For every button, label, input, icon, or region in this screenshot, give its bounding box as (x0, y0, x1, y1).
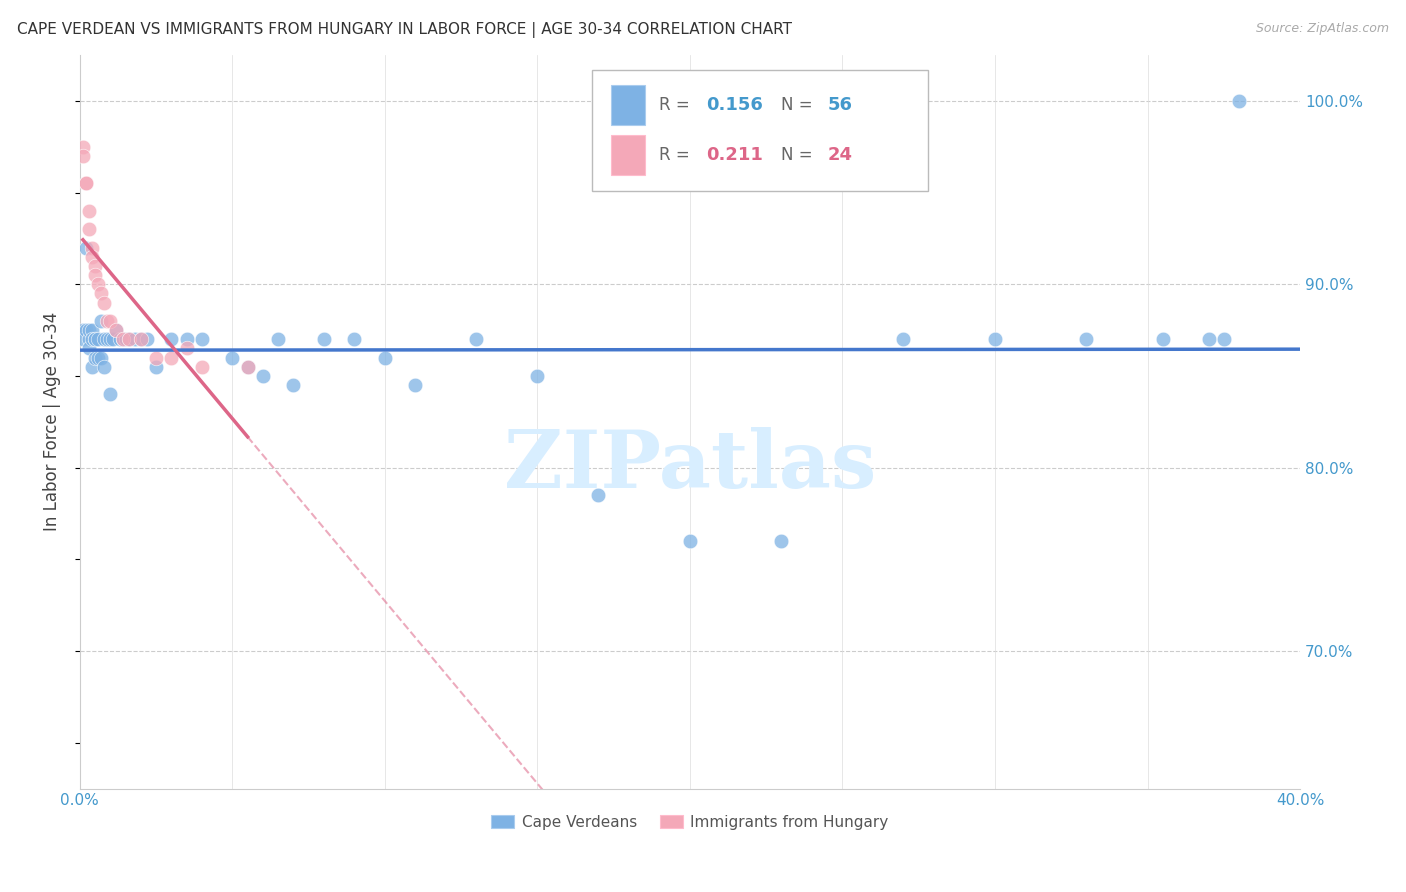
Point (103, 332, 125, 346)
Text: ZIPatlas: ZIPatlas (503, 427, 876, 505)
Legend: Cape Verdeans, Immigrants from Hungary: Cape Verdeans, Immigrants from Hungary (485, 809, 894, 836)
Point (100, 314, 122, 328)
Point (145, 351, 167, 365)
Point (80, 241, 103, 255)
Point (105, 323, 128, 337)
FancyBboxPatch shape (592, 70, 928, 191)
Point (1227, 94, 1250, 108)
Point (111, 332, 134, 346)
Point (77, 323, 100, 337)
Point (526, 369, 548, 384)
Text: R =: R = (659, 96, 696, 114)
Point (136, 332, 159, 346)
Point (87, 277, 110, 292)
Point (191, 332, 214, 346)
Point (84, 351, 107, 365)
Point (221, 351, 243, 365)
Bar (610, 136, 645, 176)
Point (100, 387, 122, 401)
Bar (610, 85, 645, 126)
Point (84, 332, 107, 346)
Point (465, 332, 488, 346)
Point (236, 359, 259, 374)
Point (404, 378, 426, 392)
Point (72, 332, 94, 346)
Text: N =: N = (782, 146, 818, 164)
Point (1212, 332, 1234, 346)
Point (100, 332, 122, 346)
Point (343, 332, 366, 346)
Text: R =: R = (659, 146, 696, 164)
Text: 24: 24 (828, 146, 853, 164)
Point (124, 332, 146, 346)
Point (84, 332, 107, 346)
Text: CAPE VERDEAN VS IMMIGRANTS FROM HUNGARY IN LABOR FORCE | AGE 30-34 CORRELATION C: CAPE VERDEAN VS IMMIGRANTS FROM HUNGARY … (17, 22, 792, 38)
Point (90, 351, 112, 365)
Point (84, 268, 107, 282)
Point (588, 488, 610, 502)
Point (176, 332, 198, 346)
Point (93, 332, 115, 346)
Text: Source: ZipAtlas.com: Source: ZipAtlas.com (1256, 22, 1389, 36)
Point (80, 250, 103, 264)
Point (252, 369, 274, 384)
Point (111, 332, 134, 346)
Point (236, 359, 259, 374)
Point (312, 332, 335, 346)
Point (114, 332, 136, 346)
Point (984, 332, 1007, 346)
Point (77, 222, 100, 236)
Point (80, 332, 103, 346)
Text: 56: 56 (828, 96, 853, 114)
Text: 0.211: 0.211 (706, 146, 762, 164)
Point (75, 177, 97, 191)
Point (893, 332, 915, 346)
Point (191, 359, 214, 374)
Point (75, 177, 97, 191)
Point (75, 323, 97, 337)
Point (96, 314, 118, 328)
Point (72, 149, 94, 163)
Point (1076, 332, 1098, 346)
Point (72, 323, 94, 337)
Point (72, 140, 94, 154)
Y-axis label: In Labor Force | Age 30-34: In Labor Force | Age 30-34 (44, 312, 60, 532)
Point (108, 332, 131, 346)
Point (160, 332, 183, 346)
Point (1152, 332, 1174, 346)
Point (84, 259, 107, 273)
Point (90, 286, 112, 301)
Point (77, 204, 100, 219)
Point (93, 359, 115, 374)
Point (93, 295, 115, 310)
Point (90, 314, 112, 328)
Point (283, 378, 305, 392)
Point (145, 359, 167, 374)
Point (87, 351, 110, 365)
Point (374, 351, 396, 365)
Point (105, 323, 128, 337)
Point (118, 332, 141, 346)
Point (129, 332, 152, 346)
Point (96, 332, 118, 346)
Point (77, 342, 100, 356)
Point (87, 332, 110, 346)
Point (129, 332, 152, 346)
Point (118, 332, 141, 346)
Text: N =: N = (782, 96, 818, 114)
Point (77, 332, 100, 346)
Point (267, 332, 290, 346)
Point (679, 534, 702, 549)
Point (1198, 332, 1220, 346)
Point (75, 241, 97, 255)
Point (176, 342, 198, 356)
Point (80, 359, 103, 374)
Point (770, 534, 793, 549)
Text: 0.156: 0.156 (706, 96, 762, 114)
Point (80, 323, 103, 337)
Point (160, 351, 183, 365)
